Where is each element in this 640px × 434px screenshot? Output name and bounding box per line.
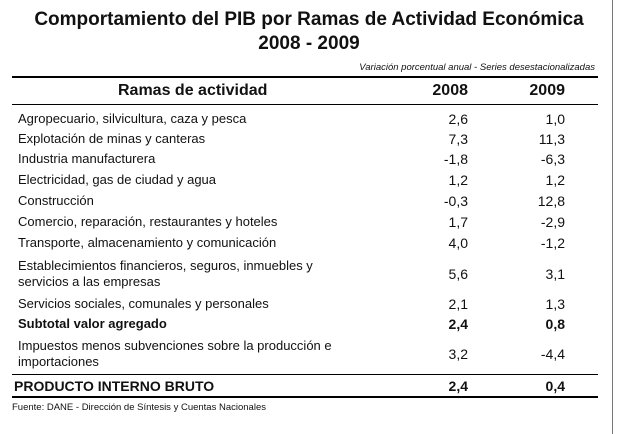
row-value-2009: -6,3 (540, 151, 565, 167)
row-value-2008: 7,3 (448, 131, 468, 147)
total-row-2009: 0,4 (545, 378, 565, 394)
row-value-2008: 2,6 (448, 111, 468, 127)
row-branch-label: servicios a las empresas (18, 274, 161, 289)
row-value-2008: -1,8 (443, 151, 468, 167)
row-branch-label: Industria manufacturera (18, 151, 156, 166)
row-branch-label: Subtotal valor agregado (18, 316, 167, 331)
row-value-2009: -2,9 (540, 214, 565, 230)
row-branch-label: Construcción (18, 193, 94, 208)
column-header-branch: Ramas de actividad (118, 82, 268, 99)
row-branch-label: Comercio, reparación, restaurantes y hot… (18, 214, 278, 229)
row-branch-label: Explotación de minas y canteras (18, 131, 206, 146)
row-value-2008: 4,0 (448, 235, 468, 251)
total-bottom-rule (12, 396, 598, 398)
row-value-2009: -1,2 (540, 235, 565, 251)
row-value-2009: 12,8 (537, 193, 565, 209)
row-branch-label: Agropecuario, silvicultura, caza y pesca (18, 111, 247, 126)
source-footnote: Fuente: DANE - Dirección de Síntesis y C… (12, 402, 266, 413)
frame-edge-line (612, 0, 613, 434)
row-value-2009: 3,1 (545, 266, 565, 282)
row-value-2009: 1,0 (545, 111, 565, 127)
row-branch-label: Establecimientos financieros, seguros, i… (18, 258, 313, 273)
header-top-rule (12, 76, 598, 78)
total-row-label: PRODUCTO INTERNO BRUTO (14, 378, 215, 394)
row-value-2008: 1,2 (448, 172, 468, 188)
row-value-2009: 1,2 (545, 172, 565, 188)
row-value-2008: 2,1 (448, 296, 468, 312)
row-value-2009: 0,8 (545, 316, 565, 332)
row-branch-label: Transporte, almacenamiento y comunicació… (18, 235, 277, 250)
row-value-2008: 3,2 (448, 346, 468, 362)
column-header-2008: 2008 (432, 82, 468, 99)
column-header-2009: 2009 (529, 82, 565, 99)
total-top-rule (12, 374, 598, 375)
row-branch-label: Impuestos menos subvenciones sobre la pr… (18, 338, 332, 353)
row-value-2009: -4,4 (540, 346, 565, 362)
row-value-2008: 1,7 (448, 214, 468, 230)
header-bottom-rule (12, 104, 598, 105)
table-title-years: 2008 - 2009 (258, 33, 360, 54)
row-branch-label: Electricidad, gas de ciudad y agua (18, 172, 217, 187)
row-value-2009: 1,3 (545, 296, 565, 312)
row-branch-label: Servicios sociales, comunales y personal… (18, 296, 269, 311)
total-row-2008: 2,4 (448, 378, 468, 394)
row-value-2008: 2,4 (448, 316, 468, 332)
row-value-2009: 11,3 (538, 131, 565, 147)
row-branch-label: importaciones (18, 354, 99, 369)
table-subtitle: Variación porcentual anual - Series dese… (359, 62, 595, 73)
table-title: Comportamiento del PIB por Ramas de Acti… (34, 9, 584, 30)
row-value-2008: 5,6 (448, 266, 468, 282)
row-value-2008: -0,3 (443, 193, 468, 209)
